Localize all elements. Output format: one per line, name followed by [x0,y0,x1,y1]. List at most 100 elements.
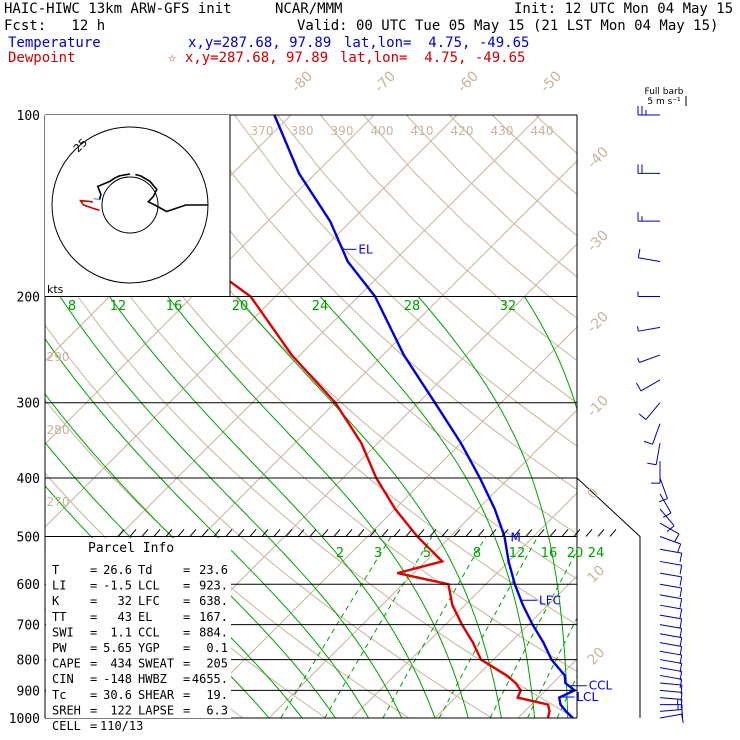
parcel-info-value: 0.1 [206,641,228,655]
dry-adiabat-line [62,115,577,626]
wind-barb-staff [659,708,682,712]
theta-label: 390 [331,124,354,138]
wind-barb-staff [638,326,661,332]
wind-barb-staff [659,642,682,647]
mixing-ratio-label: 12 [509,546,526,561]
theta-label: 380 [291,124,314,138]
wind-barb-staff [659,477,668,499]
wind-barb-flag [679,618,683,628]
parcel-info-equals: = [90,657,97,671]
wind-barb [643,423,661,445]
dry-adiabat-line [191,115,577,491]
hatch-mark [285,529,293,537]
mixing-ratio-label: 16 [541,546,558,561]
dry-adiabat-line [148,115,577,535]
wind-barb-staff [652,423,661,445]
wind-barb-flag [677,543,682,553]
parcel-info-value: 884. [199,625,228,639]
wind-barb [659,572,683,586]
parcel-info-equals: = [90,625,97,639]
wind-barb-staff [659,689,682,693]
pressure-tick-label: 600 [17,578,40,593]
parcel-info-value: 6.3 [206,703,228,717]
isotherm-line [517,658,577,718]
parcel-info-key: LI [52,579,66,593]
hatch-mark [525,529,533,537]
wind-barb-staff [659,713,682,719]
temperature-legend: Temperature [8,35,101,51]
parcel-info-key: T [52,563,59,577]
hatch-mark [585,529,593,537]
wind-barb [636,379,661,392]
parcel-info-value: 1.1 [110,625,132,639]
parcel-info-equals: = [90,563,97,577]
parcel-info-value: 122 [110,703,132,717]
wind-barb-flag [679,637,683,647]
wind-barb [659,689,683,702]
wind-barb [659,508,675,532]
temperature-tick-label: -30 [585,227,612,254]
mixing-ratio-label: 8 [473,546,481,561]
wind-barb-flag [674,533,680,543]
dry-adiabat-line [234,115,577,447]
parcel-info-equals: = [183,625,190,639]
wind-barb-staff [659,614,682,620]
dewpoint-latlon: lat,lon= 4.75, -49.65 [340,50,526,66]
temperature-xy: x,y=287.68, 97.89 [188,35,332,51]
wind-barb-flag [679,679,683,689]
wind-barb-staff [659,604,682,610]
hatch-mark [381,529,389,537]
hatch-mark [441,529,449,537]
temperature-tick-label: -20 [585,309,612,336]
parcel-info-value: 638. [199,594,228,608]
parcel-info-key: CAPE [52,657,81,671]
wind-barb-staff [659,650,682,656]
isotherm-line [434,575,577,718]
wind-barb-flag [637,357,640,363]
wind-barb-flag [680,684,683,694]
dry-adiabat-line [45,246,576,718]
parcel-info-key: EL [138,610,152,624]
theta-label: 280 [47,423,70,437]
moist-adiabat-line [319,296,536,718]
valid-time: Valid: 00 UTC Tue 05 May 15 (21 LST Mon … [297,18,719,34]
parcel-info-key: Tc [52,688,66,702]
hatch-mark [597,529,605,537]
wind-barb [647,442,661,466]
wind-barb [637,212,660,222]
wind-barb-flag [679,646,683,656]
wind-barb-staff [659,667,682,672]
temperature-tick-label: -60 [455,68,482,95]
theta-label: 370 [251,124,274,138]
wind-barb-flag [679,654,683,665]
hodograph-inner-ring [101,176,159,234]
theta-label: 410 [411,124,434,138]
el-marker: EL [358,242,373,256]
hatch-mark [417,529,425,537]
hodograph-outer-ring [51,126,209,284]
wind-barb-flag [643,440,653,445]
barb-key-units: 5 m s⁻¹ [647,97,681,107]
temperature-curve [273,115,577,718]
parcel-info-key: SREH [52,703,81,717]
hatch-mark [201,529,209,537]
wind-barb-flag [679,576,683,586]
parcel-info-background [46,538,231,718]
wind-barb-flag [679,565,683,575]
parcel-info-value: -148 [103,672,132,686]
temperature-tick-label: -40 [585,144,612,171]
pressure-tick-label: 400 [17,472,40,487]
wind-barb-staff [655,442,661,465]
theta-label: 270 [47,495,70,509]
parcel-info-value: 434 [110,657,132,671]
parcel-info-value: -1.5 [103,579,132,593]
isotherm-line [351,492,577,718]
hatch-mark [573,529,581,537]
hatch-mark [537,529,545,537]
wind-barb-staff [659,633,682,639]
wind-barb-staff [638,257,661,263]
wind-barb-staff [659,572,682,578]
hatch-mark [333,529,341,537]
